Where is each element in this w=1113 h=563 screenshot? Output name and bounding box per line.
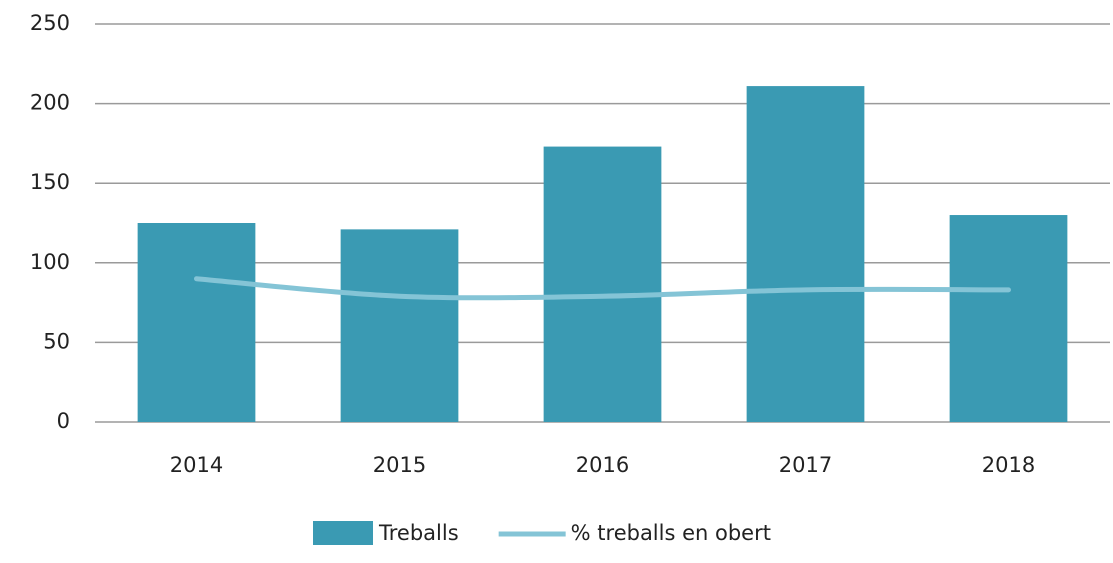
y-tick-label: 250	[30, 11, 70, 35]
y-tick-label: 0	[57, 409, 70, 433]
x-tick-label: 2015	[373, 453, 426, 477]
bar	[340, 229, 459, 422]
y-tick-label: 200	[30, 91, 70, 115]
legend-label: % treballs en obert	[571, 521, 771, 545]
bar	[746, 86, 865, 422]
y-tick-label: 100	[30, 250, 70, 274]
legend-swatch	[313, 521, 373, 545]
line	[194, 276, 1011, 301]
y-tick-label: 50	[43, 329, 70, 353]
legend-label: Treballs	[378, 521, 459, 545]
y-tick-label: 150	[30, 170, 70, 194]
x-tick-label: 2017	[779, 453, 832, 477]
bar	[543, 146, 662, 423]
x-tick-label: 2016	[576, 453, 629, 477]
bar	[137, 223, 256, 422]
bar	[949, 215, 1068, 422]
x-tick-label: 2014	[170, 453, 223, 477]
x-tick-label: 2018	[982, 453, 1035, 477]
